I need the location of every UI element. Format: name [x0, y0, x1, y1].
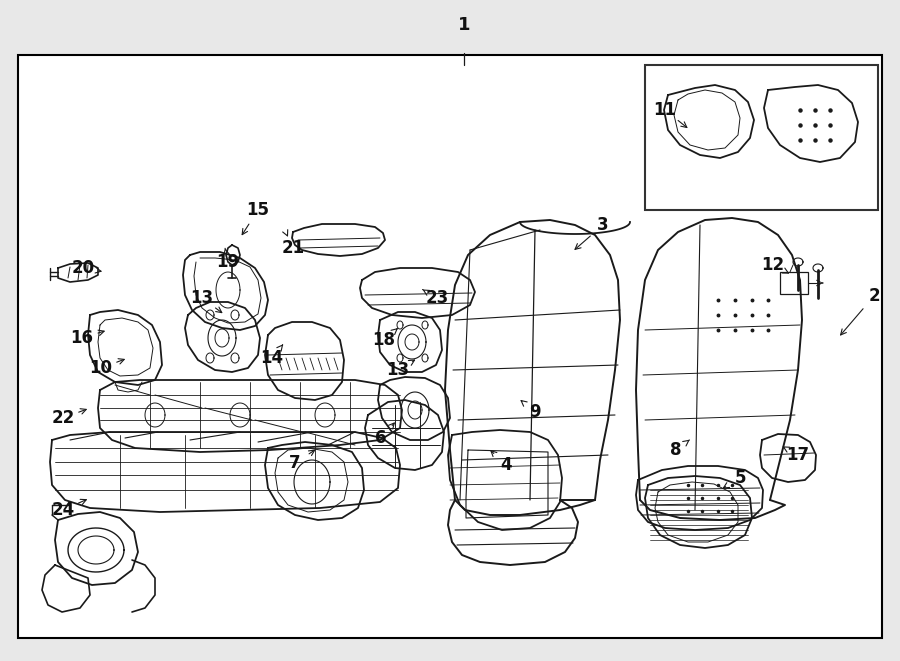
Text: 2: 2	[868, 287, 880, 305]
Bar	[18, 55, 882, 638]
Text: 12: 12	[761, 256, 785, 274]
Bar	[780, 272, 808, 294]
Text: 9: 9	[529, 403, 541, 421]
Text: 24: 24	[51, 501, 75, 519]
Text: 21: 21	[282, 239, 304, 257]
Text: 7: 7	[289, 454, 301, 472]
Text: 17: 17	[787, 446, 810, 464]
Text: 15: 15	[247, 201, 269, 219]
Text: 20: 20	[71, 259, 94, 277]
Text: 4: 4	[500, 456, 512, 474]
Text: 23: 23	[426, 289, 448, 307]
Text: 11: 11	[653, 101, 677, 119]
Text: 13: 13	[386, 361, 410, 379]
Text: 6: 6	[375, 429, 387, 447]
Text: 13: 13	[191, 289, 213, 307]
Bar	[645, 65, 878, 210]
Text: 14: 14	[260, 349, 284, 367]
Text: 8: 8	[670, 441, 682, 459]
Text: 10: 10	[89, 359, 112, 377]
Text: 16: 16	[70, 329, 94, 347]
Text: 18: 18	[373, 331, 395, 349]
Text: 22: 22	[51, 409, 75, 427]
Text: 1: 1	[458, 16, 470, 34]
Text: 5: 5	[734, 469, 746, 487]
Text: 3: 3	[598, 216, 608, 234]
Text: 19: 19	[216, 253, 239, 271]
